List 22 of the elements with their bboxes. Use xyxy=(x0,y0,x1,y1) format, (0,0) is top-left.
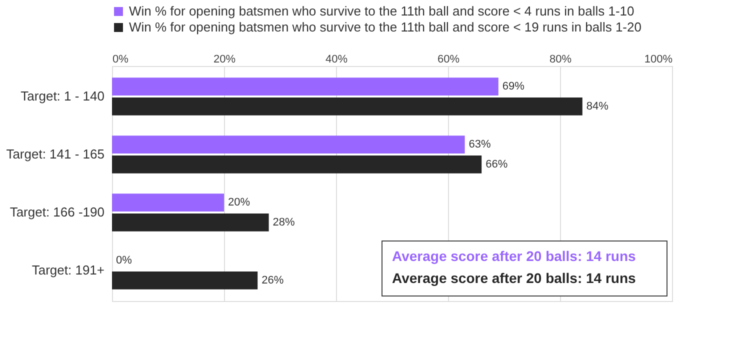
x-tick-label: 80% xyxy=(549,54,572,66)
data-label: 84% xyxy=(586,100,609,112)
legend-label: Win % for opening batsmen who survive to the 11th ball and score < 4 runs in balls 1-10 xyxy=(129,4,634,18)
x-tick-label: 40% xyxy=(325,54,348,66)
y-tick-label: Target: 141 - 165 xyxy=(6,146,104,162)
x-tick-label: 0% xyxy=(112,54,129,66)
x-tick-label: 60% xyxy=(437,54,460,66)
legend-label: Win % for opening batsmen who survive to the 11th ball and score < 19 runs in balls 1-20 xyxy=(129,20,642,34)
y-tick-label: Target: 1 - 140 xyxy=(20,88,104,104)
annotation: Average score after 20 balls: 14 runs xyxy=(392,248,636,264)
data-label: 69% xyxy=(502,80,525,93)
y-tick-label: Target: 166 -190 xyxy=(10,204,104,220)
data-label: 20% xyxy=(228,196,250,209)
data-label: 0% xyxy=(116,254,132,267)
data-label: 26% xyxy=(262,274,284,286)
annotation: Average score after 20 balls: 14 runs xyxy=(392,270,636,286)
data-label: 28% xyxy=(272,216,296,228)
x-tick-label: 100% xyxy=(644,54,673,66)
data-label: 63% xyxy=(468,138,492,151)
y-tick-label: Target: 191+ xyxy=(32,262,104,278)
x-tick-label: 20% xyxy=(213,54,236,66)
data-label: 66% xyxy=(486,158,508,170)
